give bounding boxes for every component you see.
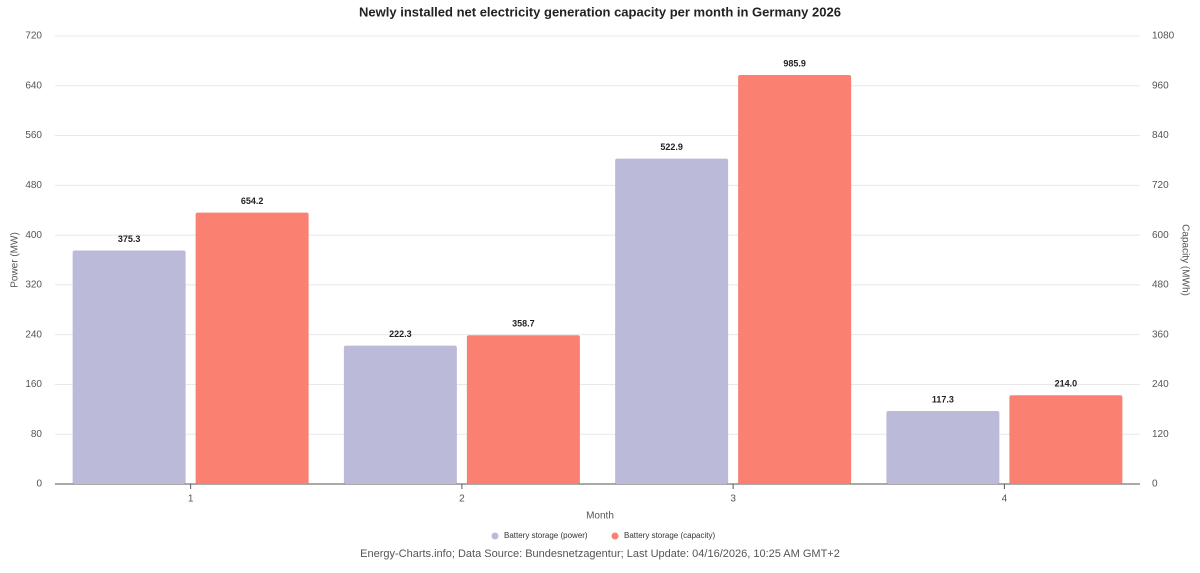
bar xyxy=(886,411,1000,484)
y2-tick-label: 0 xyxy=(1152,479,1158,490)
value-label: 654.2 xyxy=(241,196,264,206)
y2-tick-label: 1080 xyxy=(1152,31,1175,42)
y-tick-label: 320 xyxy=(25,280,42,291)
y-tick-label: 400 xyxy=(25,230,42,241)
y2-tick-label: 120 xyxy=(1152,429,1169,440)
chart-title: Newly installed net electricity generati… xyxy=(359,4,841,19)
bar xyxy=(615,158,729,484)
y-tick-label: 240 xyxy=(25,329,42,340)
y-tick-label: 560 xyxy=(25,130,42,141)
y2-tick-label: 600 xyxy=(1152,230,1169,241)
x-tick-label: 3 xyxy=(730,494,736,505)
y-tick-label: 720 xyxy=(25,31,42,42)
bar xyxy=(738,75,852,485)
x-tick-label: 4 xyxy=(1002,494,1008,505)
y2-tick-label: 840 xyxy=(1152,130,1169,141)
value-label: 358.7 xyxy=(512,319,535,329)
legend-label: Battery storage (power) xyxy=(504,531,588,540)
y-tick-label: 480 xyxy=(25,180,42,191)
y-tick-label: 640 xyxy=(25,80,42,91)
value-label: 375.3 xyxy=(118,234,141,244)
y-axis-label: Power (MW) xyxy=(10,232,21,288)
y2-tick-label: 480 xyxy=(1152,280,1169,291)
bar xyxy=(195,212,309,484)
x-axis-label: Month xyxy=(586,511,614,522)
x-tick-label: 2 xyxy=(459,494,465,505)
value-label: 985.9 xyxy=(783,58,806,68)
y2-tick-label: 720 xyxy=(1152,180,1169,191)
y-tick-label: 160 xyxy=(25,379,42,390)
bar xyxy=(72,250,186,484)
value-label: 117.3 xyxy=(932,394,954,404)
legend-swatch xyxy=(611,532,619,540)
value-label: 222.3 xyxy=(389,329,412,339)
y2-tick-label: 960 xyxy=(1152,80,1169,91)
y2-axis-label: Capacity (MWh) xyxy=(1179,224,1190,296)
y2-tick-label: 360 xyxy=(1152,329,1169,340)
bar xyxy=(343,345,457,484)
y2-tick-label: 240 xyxy=(1152,379,1169,390)
value-label: 214.0 xyxy=(1055,379,1078,389)
y-tick-label: 80 xyxy=(31,429,43,440)
bar xyxy=(466,335,580,484)
y-tick-label: 0 xyxy=(36,479,42,490)
x-tick-label: 1 xyxy=(188,494,194,505)
value-label: 522.9 xyxy=(660,142,683,152)
legend-label: Battery storage (capacity) xyxy=(624,531,715,540)
footer: Energy-Charts.info; Data Source: Bundesn… xyxy=(360,548,840,560)
legend-swatch xyxy=(491,532,499,540)
bar xyxy=(1009,395,1123,484)
